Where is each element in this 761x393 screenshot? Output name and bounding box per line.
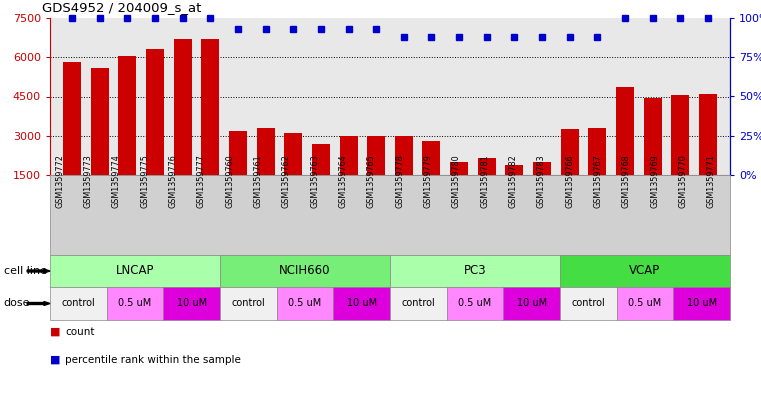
Text: 10 uM: 10 uM — [686, 299, 717, 309]
Text: control: control — [62, 299, 95, 309]
Bar — [505, 165, 524, 214]
Bar — [450, 162, 468, 214]
Bar — [256, 128, 275, 214]
Text: GSM1359761: GSM1359761 — [253, 154, 263, 208]
Text: ■: ■ — [50, 327, 61, 337]
Text: 10 uM: 10 uM — [517, 299, 546, 309]
Text: 10 uM: 10 uM — [346, 299, 377, 309]
Bar — [588, 128, 607, 214]
Text: GSM1359780: GSM1359780 — [452, 154, 461, 208]
Bar — [119, 56, 136, 214]
Bar — [63, 62, 81, 214]
Text: GSM1359779: GSM1359779 — [424, 154, 432, 208]
Text: GSM1359763: GSM1359763 — [310, 154, 319, 208]
Text: GSM1359783: GSM1359783 — [537, 154, 546, 208]
Text: GDS4952 / 204009_s_at: GDS4952 / 204009_s_at — [43, 1, 202, 14]
Text: 0.5 uM: 0.5 uM — [458, 299, 492, 309]
Bar — [644, 98, 661, 214]
Text: GSM1359760: GSM1359760 — [225, 154, 234, 208]
Text: GSM1359777: GSM1359777 — [197, 154, 205, 208]
Text: GSM1359762: GSM1359762 — [282, 154, 291, 208]
Text: 0.5 uM: 0.5 uM — [629, 299, 661, 309]
Text: GSM1359782: GSM1359782 — [508, 154, 517, 208]
Bar — [285, 133, 302, 214]
Text: percentile rank within the sample: percentile rank within the sample — [65, 354, 241, 365]
Text: ■: ■ — [50, 354, 61, 365]
Bar — [671, 95, 689, 214]
Text: control: control — [572, 299, 605, 309]
Bar — [339, 136, 358, 214]
Text: VCAP: VCAP — [629, 264, 661, 277]
Text: cell line: cell line — [4, 266, 47, 276]
Text: GSM1359770: GSM1359770 — [679, 154, 687, 208]
Text: GSM1359775: GSM1359775 — [140, 154, 149, 208]
Text: GSM1359771: GSM1359771 — [707, 154, 716, 208]
Bar — [395, 136, 412, 214]
Text: GSM1359766: GSM1359766 — [565, 154, 574, 208]
Text: control: control — [231, 299, 265, 309]
Text: GSM1359774: GSM1359774 — [112, 154, 121, 208]
Text: GSM1359773: GSM1359773 — [84, 154, 93, 208]
Bar — [533, 162, 551, 214]
Text: 0.5 uM: 0.5 uM — [288, 299, 322, 309]
Text: GSM1359768: GSM1359768 — [622, 154, 631, 208]
Text: dose: dose — [4, 299, 30, 309]
Bar — [91, 68, 109, 214]
Text: LNCAP: LNCAP — [116, 264, 154, 277]
Bar — [202, 39, 219, 214]
Text: NCIH660: NCIH660 — [279, 264, 331, 277]
Text: GSM1359769: GSM1359769 — [650, 154, 659, 208]
Text: control: control — [402, 299, 435, 309]
Bar — [229, 130, 247, 214]
Text: GSM1359776: GSM1359776 — [168, 154, 177, 208]
Text: 10 uM: 10 uM — [177, 299, 207, 309]
Bar — [422, 141, 441, 214]
Text: GSM1359781: GSM1359781 — [480, 154, 489, 208]
Text: GSM1359772: GSM1359772 — [55, 154, 64, 208]
Text: GSM1359765: GSM1359765 — [367, 154, 376, 208]
Bar — [312, 143, 330, 214]
Text: GSM1359767: GSM1359767 — [594, 154, 603, 208]
Bar — [616, 87, 634, 214]
Text: GSM1359764: GSM1359764 — [339, 154, 348, 208]
Text: 0.5 uM: 0.5 uM — [119, 299, 151, 309]
Bar — [174, 39, 192, 214]
Bar — [368, 136, 385, 214]
Text: PC3: PC3 — [463, 264, 486, 277]
Bar — [561, 129, 578, 214]
Bar — [699, 94, 717, 214]
Text: count: count — [65, 327, 94, 337]
Bar — [478, 158, 495, 214]
Bar — [146, 50, 164, 214]
Text: GSM1359778: GSM1359778 — [395, 154, 404, 208]
